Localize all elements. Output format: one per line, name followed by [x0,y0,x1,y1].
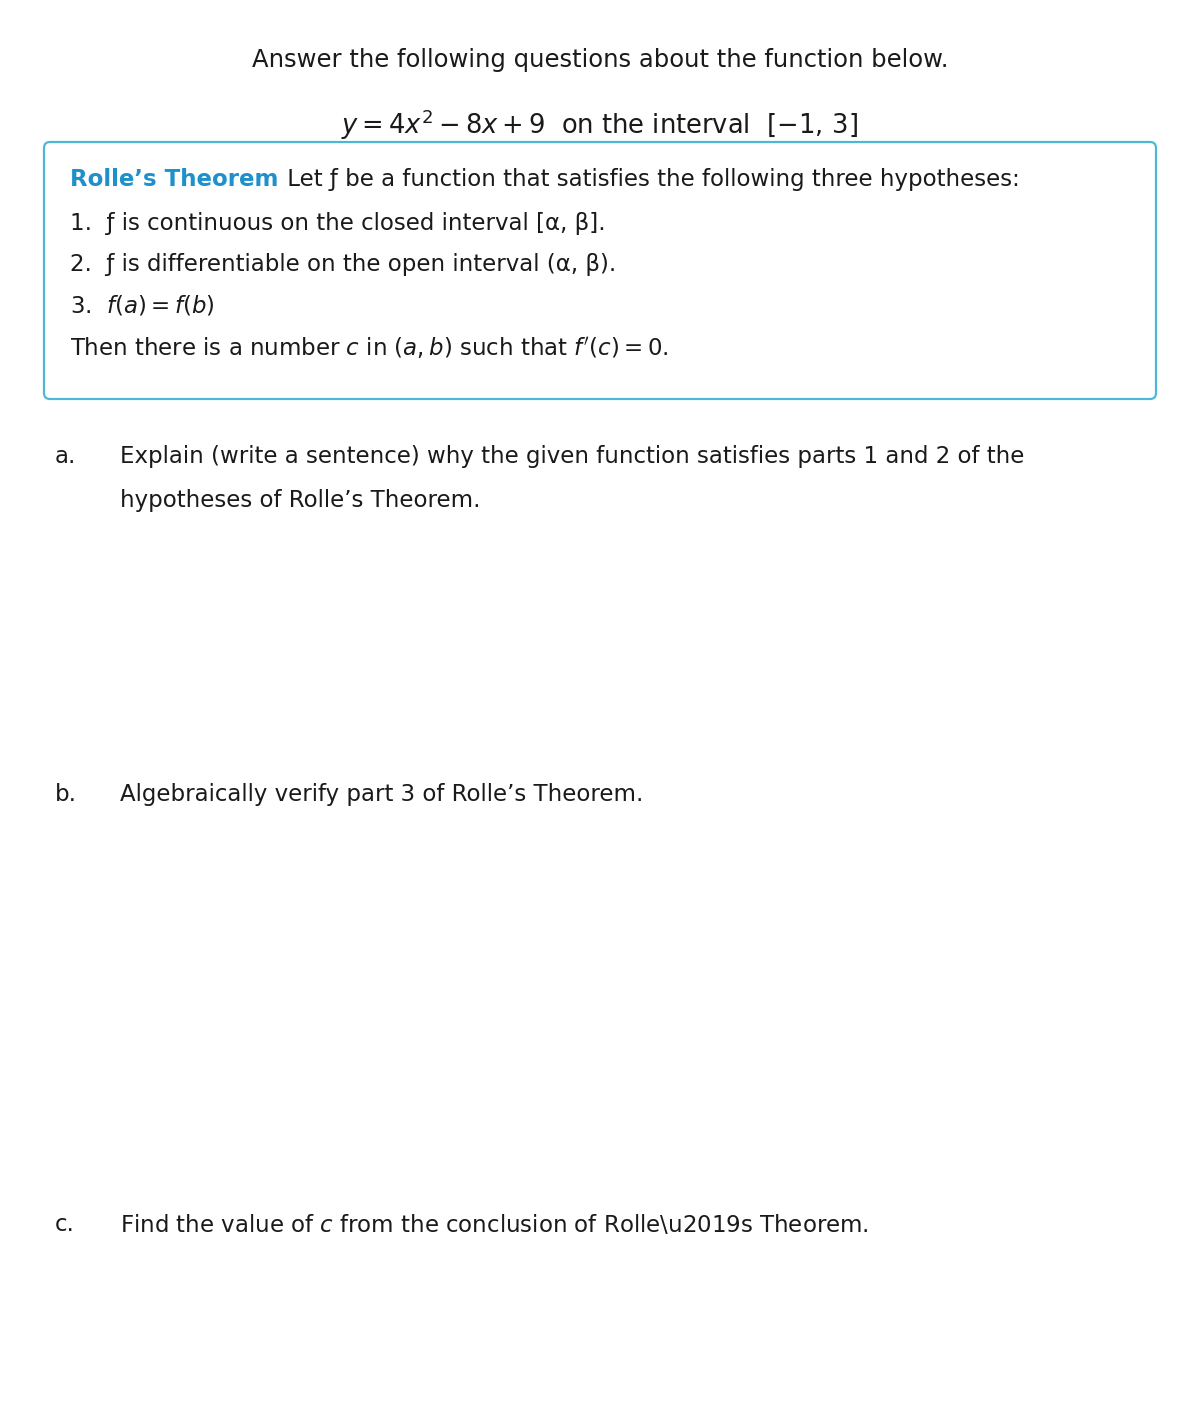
Text: Algebraically verify part 3 of Rolle’s Theorem.: Algebraically verify part 3 of Rolle’s T… [120,783,643,805]
Text: $y = 4x^2 - 8x + 9$  on the interval  $[-1,\, 3]$: $y = 4x^2 - 8x + 9$ on the interval $[-1… [342,108,858,143]
Text: Then there is a number $c$ in $(a, b)$ such that $f'(c) = 0$.: Then there is a number $c$ in $(a, b)$ s… [70,335,668,362]
Text: Explain (write a sentence) why the given function satisfies parts 1 and 2 of the: Explain (write a sentence) why the given… [120,445,1025,469]
Text: Rolle’s Theorem: Rolle’s Theorem [70,168,278,191]
Text: 3.  $f(a) = f(b)$: 3. $f(a) = f(b)$ [70,295,215,318]
Text: 1.  ƒ is continuous on the closed interval [α, β].: 1. ƒ is continuous on the closed interva… [70,212,606,234]
Text: Answer the following questions about the function below.: Answer the following questions about the… [252,48,948,72]
Text: a.: a. [55,445,77,469]
FancyBboxPatch shape [44,142,1156,398]
Text: hypotheses of Rolle’s Theorem.: hypotheses of Rolle’s Theorem. [120,490,480,512]
Text: b.: b. [55,783,77,805]
Text: Let ƒ be a function that satisfies the following three hypotheses:: Let ƒ be a function that satisfies the f… [280,168,1020,191]
Text: Find the value of $c$ from the conclusion of Rolle\u2019s Theorem.: Find the value of $c$ from the conclusio… [120,1214,869,1237]
Text: 2.  ƒ is differentiable on the open interval (α, β).: 2. ƒ is differentiable on the open inter… [70,253,617,276]
Text: c.: c. [55,1214,74,1236]
